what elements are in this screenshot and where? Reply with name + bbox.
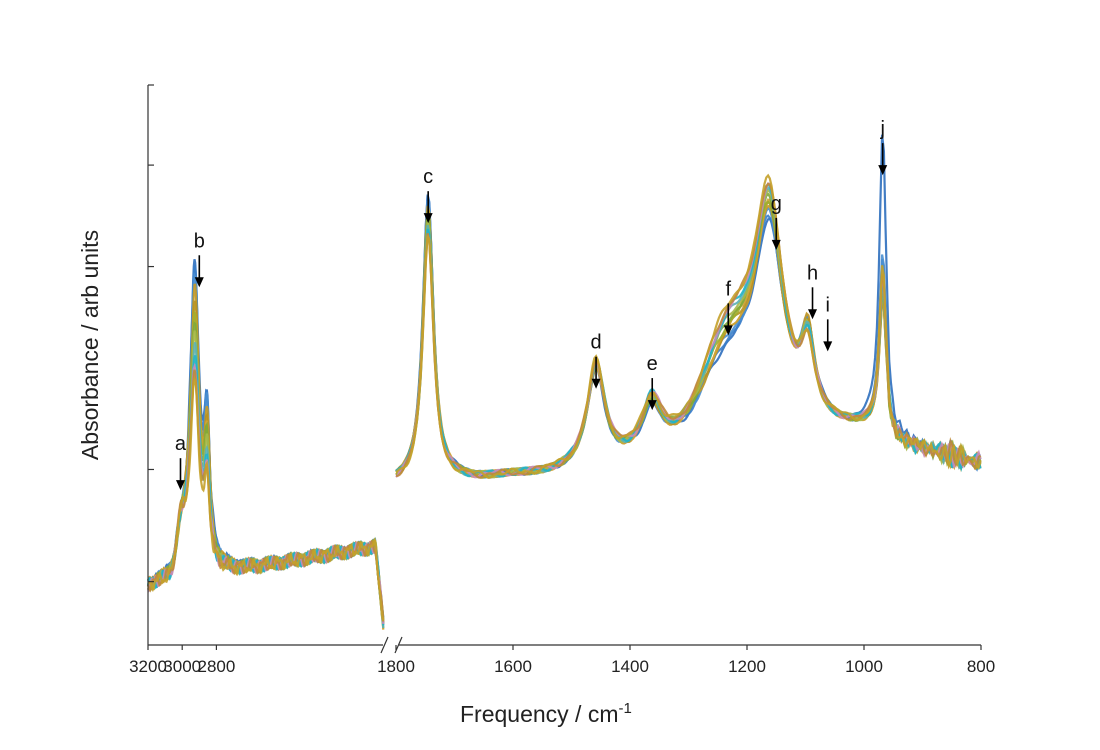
arrow-down-icon — [808, 309, 818, 320]
series-line-right — [395, 200, 982, 478]
x-tick-label: 2800 — [197, 657, 235, 676]
peak-label: c — [423, 166, 433, 188]
x-axis-title-superscript: -1 — [619, 700, 632, 717]
peak-annotation-c: c — [423, 166, 433, 224]
series-line-right — [395, 204, 981, 479]
series-line-right — [395, 192, 982, 479]
series-line-left — [147, 309, 385, 620]
axis-break-mark — [394, 636, 403, 654]
peak-label: i — [826, 294, 830, 316]
peak-annotation-e: e — [647, 353, 658, 411]
arrow-down-icon — [591, 378, 601, 389]
x-tick-label: 1000 — [845, 657, 883, 676]
peak-annotations: a b c d e f g hi j — [175, 118, 888, 491]
peak-annotation-f: f — [723, 278, 733, 336]
series-line-right — [395, 198, 982, 478]
arrow-down-icon — [194, 277, 204, 288]
peak-label: g — [771, 193, 782, 215]
y-axis-title: Absorbance / arb units — [77, 230, 103, 460]
x-tick-label: 800 — [967, 657, 995, 676]
peak-label: d — [591, 332, 602, 354]
x-tick-label: 1600 — [494, 657, 532, 676]
peak-label: f — [725, 278, 731, 300]
peak-label: b — [194, 230, 205, 252]
series-line-right — [395, 200, 982, 479]
peak-label: a — [175, 433, 187, 455]
series-line-left — [147, 376, 385, 621]
series-1 — [146, 134, 982, 623]
peak-annotation-j: j — [878, 118, 888, 176]
series-2 — [147, 194, 982, 618]
x-tick-label: 1200 — [728, 657, 766, 676]
peak-annotation-d: d — [591, 332, 602, 389]
series-line-left — [147, 283, 385, 630]
arrow-down-icon — [878, 165, 888, 176]
x-tick-label: 3000 — [163, 657, 201, 676]
series-line-right — [395, 200, 982, 479]
arrow-down-icon — [175, 480, 185, 491]
series-line-left — [146, 330, 385, 628]
series-line-left — [146, 300, 385, 625]
peak-label: h — [807, 262, 818, 284]
peak-label: e — [647, 353, 658, 375]
peak-label: j — [879, 118, 884, 140]
peak-annotation-h: h — [807, 262, 818, 320]
arrow-down-icon — [823, 341, 833, 352]
arrow-down-icon — [647, 400, 657, 411]
x-axis-title-text: Frequency / cm — [460, 701, 619, 727]
series-line-right — [395, 186, 982, 478]
axis-break-mark — [380, 636, 389, 654]
series-line-right — [395, 188, 982, 479]
x-axis-title: Frequency / cm-1 — [460, 700, 632, 727]
axes-layer — [147, 84, 982, 654]
series-layer — [146, 134, 982, 630]
series-line-left — [146, 310, 385, 624]
series-line-right — [395, 194, 982, 479]
series-14 — [147, 173, 982, 621]
x-tick-label: 3200 — [129, 657, 167, 676]
peak-annotation-i: i — [823, 294, 833, 352]
series-line-right — [395, 182, 982, 479]
series-line-left — [147, 321, 385, 621]
series-line-right — [396, 182, 982, 479]
series-line-right — [395, 173, 982, 479]
peak-annotation-g: g — [771, 193, 782, 250]
x-tick-label: 1400 — [611, 657, 649, 676]
arrow-down-icon — [723, 325, 733, 336]
x-tick-label: 1800 — [377, 657, 415, 676]
series-line-right — [395, 182, 982, 478]
peak-annotation-a: a — [175, 433, 187, 491]
arrow-down-icon — [423, 213, 433, 224]
arrow-down-icon — [771, 239, 781, 250]
peak-annotation-b: b — [194, 230, 205, 288]
